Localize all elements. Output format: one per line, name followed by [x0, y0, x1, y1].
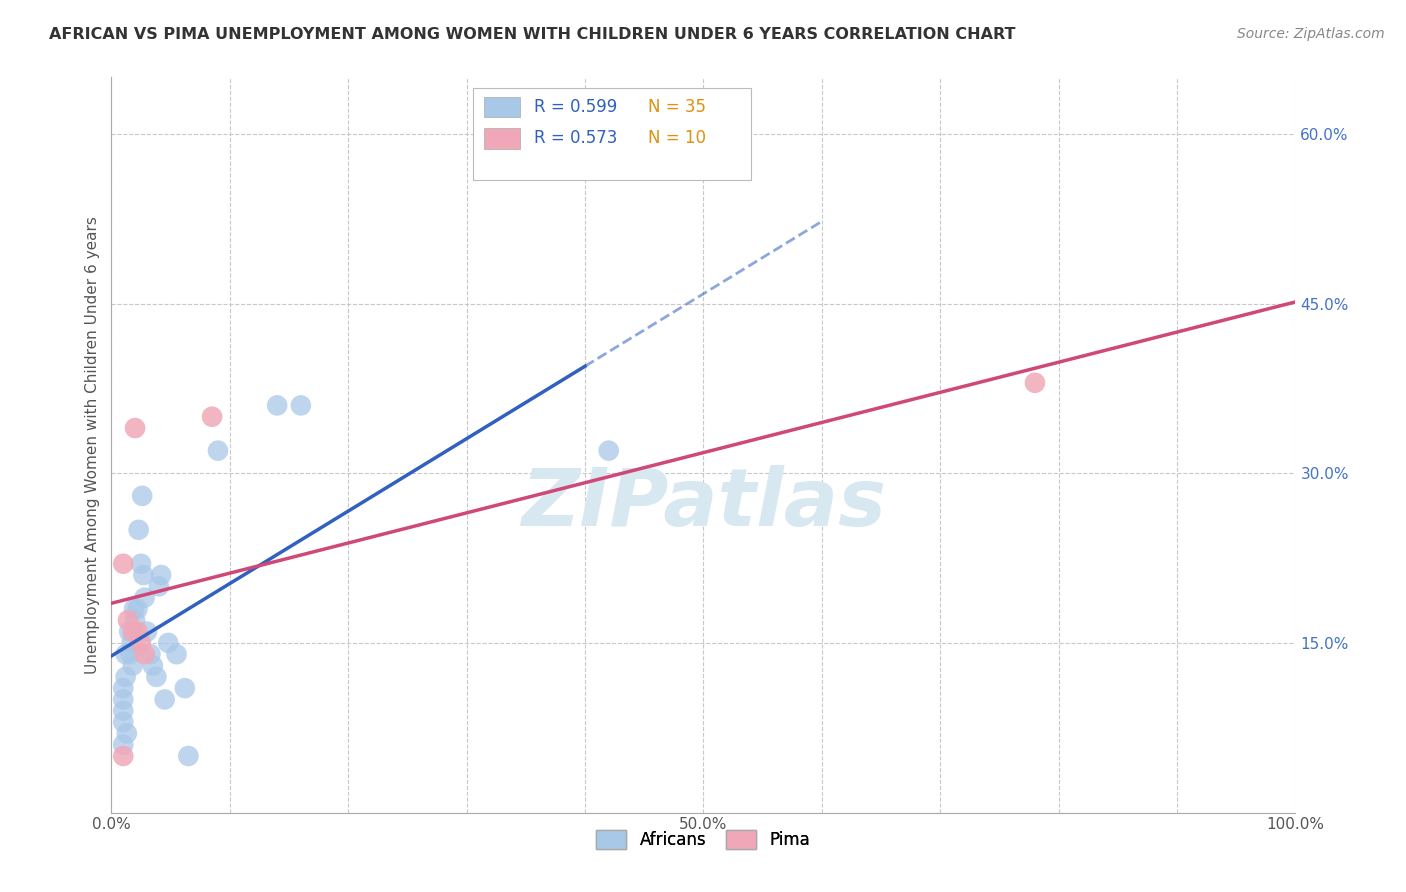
Point [134, 591, 156, 605]
Point [112, 749, 135, 764]
Text: ZIPatlas: ZIPatlas [522, 465, 886, 543]
Point [127, 624, 149, 639]
Point [127, 602, 149, 616]
Point [157, 636, 180, 650]
Point [1024, 376, 1046, 390]
Point [153, 692, 176, 706]
Point [266, 398, 288, 412]
Point [124, 613, 146, 627]
Point [145, 670, 167, 684]
Point [115, 726, 138, 740]
Point [112, 692, 135, 706]
Point [117, 613, 139, 627]
Y-axis label: Unemployment Among Women with Children Under 6 years: Unemployment Among Women with Children U… [86, 216, 100, 674]
Text: Source: ZipAtlas.com: Source: ZipAtlas.com [1237, 27, 1385, 41]
Point [177, 749, 200, 764]
Point [112, 738, 135, 752]
Text: R = 0.573: R = 0.573 [534, 129, 617, 147]
Point [150, 568, 173, 582]
Point [129, 557, 152, 571]
Point [139, 647, 162, 661]
Point [129, 636, 152, 650]
Point [207, 443, 229, 458]
Point [128, 523, 150, 537]
Point [121, 636, 143, 650]
Point [132, 568, 155, 582]
Point [120, 647, 142, 661]
FancyBboxPatch shape [485, 96, 520, 117]
Legend: Africans, Pima: Africans, Pima [589, 823, 817, 855]
Point [134, 647, 156, 661]
Point [112, 557, 135, 571]
Point [131, 489, 153, 503]
Point [121, 624, 143, 639]
Point [112, 714, 135, 729]
Point [114, 670, 136, 684]
Point [173, 681, 195, 695]
FancyBboxPatch shape [472, 88, 751, 180]
Text: AFRICAN VS PIMA UNEMPLOYMENT AMONG WOMEN WITH CHILDREN UNDER 6 YEARS CORRELATION: AFRICAN VS PIMA UNEMPLOYMENT AMONG WOMEN… [49, 27, 1015, 42]
Text: R = 0.599: R = 0.599 [534, 98, 617, 116]
Point [114, 647, 136, 661]
Point [201, 409, 224, 424]
Point [148, 579, 170, 593]
Text: N = 35: N = 35 [648, 98, 706, 116]
Point [598, 443, 620, 458]
Point [118, 624, 141, 639]
Point [112, 704, 135, 718]
Point [124, 421, 146, 435]
Point [122, 602, 145, 616]
Point [290, 398, 312, 412]
Point [112, 681, 135, 695]
Point [136, 624, 159, 639]
Point [166, 647, 188, 661]
Text: N = 10: N = 10 [648, 129, 706, 147]
FancyBboxPatch shape [485, 128, 520, 149]
Point [121, 658, 143, 673]
Point [142, 658, 165, 673]
